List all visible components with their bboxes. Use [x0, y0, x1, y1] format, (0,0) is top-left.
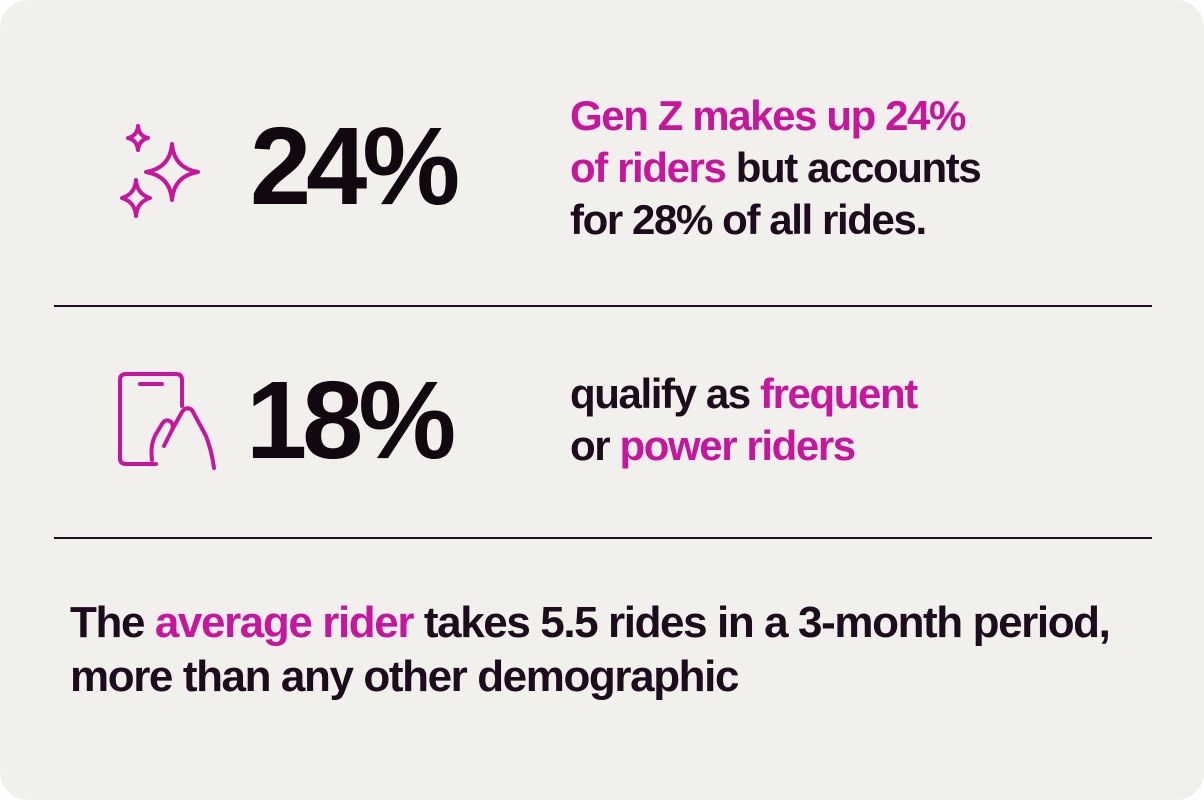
stat-2-text-2: or [570, 422, 620, 469]
stat-1-text-3: for 28% of all rides. [570, 196, 927, 243]
stat-1-highlight-1: Gen Z makes up 24% [570, 92, 966, 139]
stat-2-highlight-2: power riders [619, 422, 856, 469]
footer-text-2: takes 5.5 rides in a 3-month period, mor… [70, 598, 1111, 701]
stat-1-value: 24% [250, 105, 460, 228]
footer-text-1: The [70, 598, 155, 647]
stat-2-text-1: qualify as [570, 370, 761, 417]
stat-1-description: Gen Z makes up 24% of riders but account… [570, 90, 982, 246]
divider-2 [54, 537, 1152, 539]
stat-1-text-2: but accounts [725, 144, 982, 191]
footer-statement: The average rider takes 5.5 rides in a 3… [70, 596, 1150, 704]
sparkles-icon [116, 124, 212, 220]
footer-highlight: average rider [154, 598, 415, 647]
stat-2-value: 18% [246, 359, 456, 482]
divider-1 [54, 305, 1152, 307]
stat-2-highlight-1: frequent [760, 370, 918, 417]
stat-2-description: qualify as frequent or power riders [570, 368, 918, 472]
phone-tap-icon [116, 372, 220, 472]
stat-1-highlight-2: of riders [570, 144, 727, 191]
